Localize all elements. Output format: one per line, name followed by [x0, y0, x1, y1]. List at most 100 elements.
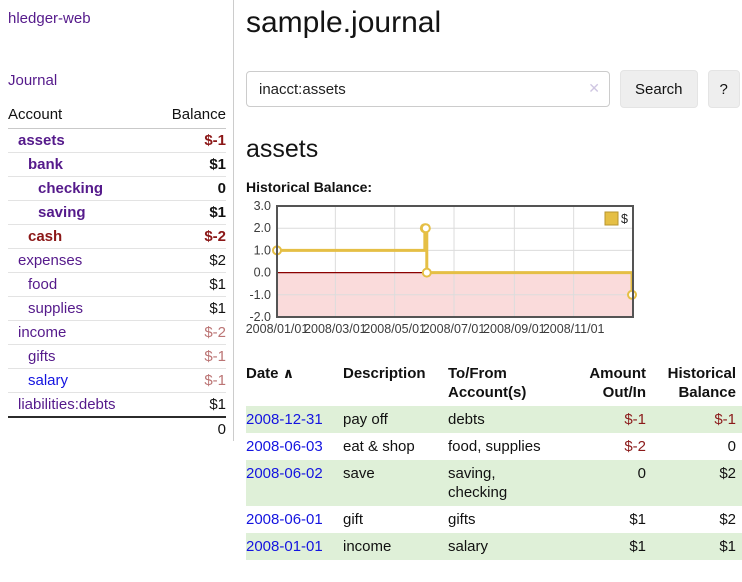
help-button[interactable]: ? — [707, 70, 740, 108]
account-link[interactable]: expenses — [18, 252, 83, 269]
account-link[interactable]: checking — [38, 180, 104, 197]
register-date: 2008-06-02 — [246, 460, 343, 506]
account-link[interactable]: supplies — [28, 300, 84, 317]
register-date: 2008-06-01 — [246, 506, 343, 533]
register-date-link[interactable]: 2008-01-01 — [246, 538, 323, 555]
register-header-description: Description — [343, 365, 426, 382]
register-description: gift — [343, 511, 364, 528]
register-row[interactable]: 2008-06-01 gift gifts $1 $2 — [246, 506, 742, 533]
register-header-balance: Historical Balance — [667, 365, 736, 401]
account-row: gifts $-1 — [8, 344, 226, 369]
accounts-header-row: Account Balance — [8, 103, 226, 129]
register-description: save — [343, 465, 375, 482]
register-accounts: gifts — [448, 511, 476, 528]
svg-text:-2.0: -2.0 — [249, 310, 271, 324]
register-row[interactable]: 2008-01-01 income salary $1 $1 — [246, 533, 742, 560]
page-title: sample.journal — [246, 6, 442, 39]
svg-text:2008/05/01: 2008/05/01 — [363, 322, 426, 336]
account-row: bank $1 — [8, 152, 226, 177]
register-table: Date ∧ Description To/From Account(s) Am… — [246, 364, 742, 560]
account-link[interactable]: liabilities:debts — [18, 396, 116, 413]
sort-ascending-icon: ∧ — [282, 365, 295, 381]
account-balance: $1 — [152, 152, 226, 177]
account-balance: $-2 — [152, 320, 226, 345]
register-amount: $1 — [629, 538, 646, 555]
account-row: income $-2 — [8, 320, 226, 345]
account-link[interactable]: income — [18, 324, 67, 341]
clear-search-icon[interactable]: ✕ — [588, 80, 600, 96]
historical-balance-chart: $3.0 2.0 1.0 0.0 -1.0 -2.0 2008/01/01 2008/03/0… — [246, 199, 742, 344]
accounts-table: Account Balance assets $-1 bank $1 checking 0… — [8, 103, 226, 441]
account-balance: $-1 — [152, 344, 226, 369]
register-accounts: saving, checking — [448, 465, 508, 501]
register-header-date[interactable]: Date ∧ — [246, 365, 295, 382]
register-description: income — [343, 538, 392, 555]
account-row: liabilities:debts $1 — [8, 392, 226, 418]
register-row[interactable]: 2008-06-03 eat & shop food, supplies $-2 0 — [246, 433, 742, 460]
svg-text:3.0: 3.0 — [254, 201, 271, 213]
account-row: food $1 — [8, 272, 226, 297]
register-accounts: salary — [448, 538, 489, 555]
register-description: eat & shop — [343, 438, 415, 455]
register-balance: 0 — [727, 438, 736, 455]
register-amount: $1 — [629, 511, 646, 528]
search-form: ✕ Search ? — [246, 70, 742, 108]
register-row[interactable]: 2008-12-31 pay off debts $-1 $-1 — [246, 406, 742, 433]
account-link[interactable]: saving — [38, 204, 86, 221]
svg-text:2008/09/01: 2008/09/01 — [483, 322, 546, 336]
account-row: salary $-1 — [8, 368, 226, 393]
svg-text:2008/01/01: 2008/01/01 — [246, 322, 308, 336]
register-balance: $2 — [719, 511, 736, 528]
account-balance: $1 — [152, 296, 226, 321]
svg-text:2.0: 2.0 — [254, 221, 271, 235]
chart-svg: $3.0 2.0 1.0 0.0 -1.0 -2.02008/01/012008/03/0… — [246, 199, 638, 336]
account-link[interactable]: bank — [28, 156, 64, 173]
register-header-amount: Amount Out/In — [589, 365, 646, 401]
chart-title: Historical Balance: — [246, 179, 373, 195]
svg-text:1.0: 1.0 — [254, 243, 271, 257]
register-amount: $-2 — [624, 438, 646, 455]
sidebar-divider — [233, 0, 234, 441]
svg-text:2008/07/01: 2008/07/01 — [423, 322, 486, 336]
svg-text:2008/03/01: 2008/03/01 — [304, 322, 367, 336]
account-row: checking 0 — [8, 176, 226, 201]
register-date-link[interactable]: 2008-06-01 — [246, 511, 323, 528]
register-header-row: Date ∧ Description To/From Account(s) Am… — [246, 364, 742, 406]
account-link[interactable]: assets — [18, 132, 65, 149]
register-amount: $-1 — [624, 411, 646, 428]
accounts-total-value: 0 — [152, 416, 226, 441]
account-link[interactable]: salary — [28, 372, 69, 389]
accounts-header-balance: Balance — [152, 103, 226, 129]
account-balance: $1 — [152, 392, 226, 418]
account-link[interactable]: cash — [28, 228, 63, 245]
search-input[interactable] — [246, 71, 610, 107]
app-title-link[interactable]: hledger-web — [8, 10, 91, 27]
account-balance: 0 — [152, 176, 226, 201]
sidebar-item-journal[interactable]: Journal — [8, 72, 58, 89]
account-balance: $1 — [152, 200, 226, 225]
legend-label: $ — [621, 212, 628, 226]
account-balance: $-1 — [152, 368, 226, 393]
account-row: cash $-2 — [8, 224, 226, 249]
account-balance: $1 — [152, 272, 226, 297]
account-heading: assets — [246, 135, 319, 163]
account-link[interactable]: gifts — [28, 348, 56, 365]
account-row: assets $-1 — [8, 128, 226, 153]
accounts-header-account: Account — [8, 103, 153, 129]
register-date-link[interactable]: 2008-06-03 — [246, 438, 323, 455]
register-description: pay off — [343, 411, 388, 428]
sidebar: hledger-web Journal Account Balance asse… — [0, 0, 226, 441]
register-date-link[interactable]: 2008-06-02 — [246, 465, 323, 482]
plot-border — [276, 205, 634, 318]
register-row[interactable]: 2008-06-02 save saving, checking 0 $2 — [246, 460, 742, 506]
data-point-marker — [420, 223, 431, 234]
register-date-link[interactable]: 2008-12-31 — [246, 411, 323, 428]
search-button[interactable]: Search — [620, 70, 698, 108]
register-date: 2008-12-31 — [246, 406, 343, 433]
register-balance: $-1 — [714, 411, 736, 428]
register-header-accounts: To/From Account(s) — [448, 365, 527, 401]
account-balance: $-2 — [152, 224, 226, 249]
register-amount: 0 — [637, 465, 646, 482]
account-link[interactable]: food — [28, 276, 58, 293]
account-row: supplies $1 — [8, 296, 226, 321]
